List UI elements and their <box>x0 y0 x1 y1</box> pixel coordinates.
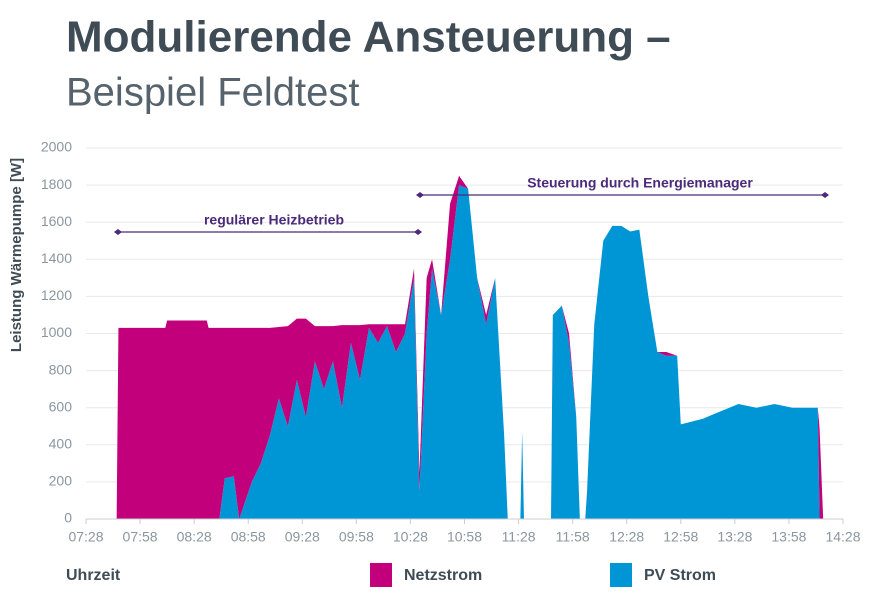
y-tick-label: 800 <box>49 361 73 377</box>
legend-label: Netzstrom <box>404 567 482 584</box>
y-tick-label: 400 <box>49 436 73 452</box>
x-axis-label: Uhrzeit <box>66 567 121 584</box>
chart-subtitle: Beispiel Feldtest <box>66 71 359 115</box>
y-tick-label: 1000 <box>41 324 72 340</box>
x-tick-label: 10:58 <box>447 529 482 545</box>
y-tick-label: 600 <box>49 398 73 414</box>
plot-area: 0 200 400 600 800 1000 1200 1400 1600 1800 2000 07:… <box>41 139 861 545</box>
x-tick-label: 08:28 <box>177 529 212 545</box>
legend-label: PV Strom <box>644 567 716 584</box>
x-tick-label: 11:28 <box>502 529 536 545</box>
x-tick-label: 08:58 <box>231 529 266 545</box>
annotation-text: Steuerung durch Energiemanager <box>527 175 753 191</box>
legend: Netzstrom PV Strom <box>370 563 716 587</box>
area <box>116 175 824 519</box>
annotation-text: regulärer Heizbetrieb <box>204 212 344 228</box>
x-tick-label: 13:58 <box>771 529 806 545</box>
x-tick-label: 09:28 <box>285 529 320 545</box>
y-tick-label: 0 <box>64 510 72 526</box>
y-tick-label: 200 <box>49 473 73 489</box>
x-tick-label: 12:28 <box>609 529 644 545</box>
y-axis-label: Leistung Wärmepumpe [W] <box>8 158 25 352</box>
legend-swatch <box>370 563 392 587</box>
legend-swatch <box>610 563 632 587</box>
area <box>116 185 824 519</box>
x-tick-label: 07:58 <box>123 529 158 545</box>
x-tick-label: 12:58 <box>663 529 698 545</box>
y-tick-label: 1600 <box>41 213 72 229</box>
x-tick-label: 07:28 <box>68 529 103 545</box>
y-tick-label: 1200 <box>41 287 72 303</box>
y-tick-label: 1800 <box>41 176 72 192</box>
y-tick-label: 1400 <box>41 250 72 266</box>
x-tick-label: 10:28 <box>393 529 428 545</box>
chart-title: Modulierende Ansteuerung – <box>66 13 671 62</box>
x-tick-label: 13:28 <box>717 529 752 545</box>
x-tick-label: 14:28 <box>825 529 860 545</box>
annotations: regulärer Heizbetrieb Steuerung durch En… <box>114 175 829 235</box>
x-tick-label: 11:58 <box>556 529 590 545</box>
x-tick-label: 09:58 <box>339 529 374 545</box>
y-tick-label: 2000 <box>41 139 72 155</box>
